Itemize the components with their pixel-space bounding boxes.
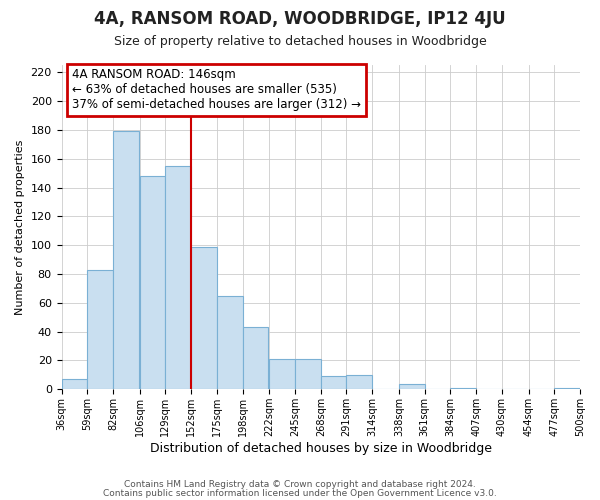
Bar: [346, 375, 372, 390]
Bar: [554, 388, 580, 390]
Bar: [217, 296, 242, 390]
Bar: [295, 359, 321, 390]
Text: 4A, RANSOM ROAD, WOODBRIDGE, IP12 4JU: 4A, RANSOM ROAD, WOODBRIDGE, IP12 4JU: [94, 10, 506, 28]
Y-axis label: Number of detached properties: Number of detached properties: [15, 140, 25, 315]
Bar: [451, 388, 476, 390]
Bar: [321, 376, 346, 390]
Bar: [399, 384, 425, 390]
Bar: [242, 328, 268, 390]
Bar: [87, 270, 113, 390]
Bar: [269, 359, 295, 390]
Text: Size of property relative to detached houses in Woodbridge: Size of property relative to detached ho…: [113, 35, 487, 48]
Bar: [62, 379, 87, 390]
X-axis label: Distribution of detached houses by size in Woodbridge: Distribution of detached houses by size …: [150, 442, 492, 455]
Bar: [191, 246, 217, 390]
Bar: [140, 176, 166, 390]
Text: Contains HM Land Registry data © Crown copyright and database right 2024.: Contains HM Land Registry data © Crown c…: [124, 480, 476, 489]
Text: 4A RANSOM ROAD: 146sqm
← 63% of detached houses are smaller (535)
37% of semi-de: 4A RANSOM ROAD: 146sqm ← 63% of detached…: [72, 68, 361, 111]
Bar: [166, 166, 191, 390]
Bar: [113, 132, 139, 390]
Text: Contains public sector information licensed under the Open Government Licence v3: Contains public sector information licen…: [103, 488, 497, 498]
